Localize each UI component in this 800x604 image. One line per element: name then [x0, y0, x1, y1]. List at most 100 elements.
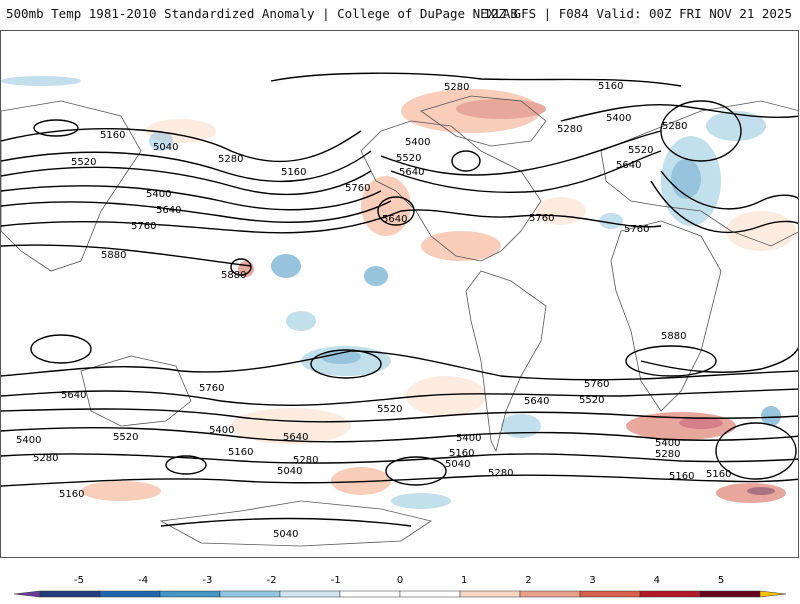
contour-label: 5160	[100, 130, 125, 141]
map-header: 500mb Temp 1981-2010 Standardized Anomal…	[0, 0, 800, 30]
colorbar-max-triangle	[759, 590, 787, 598]
contour-label: 5160	[598, 81, 623, 92]
contour-closed-spac-low	[165, 455, 207, 475]
contour-closed-hudson	[451, 150, 481, 172]
contour-label: 5520	[628, 145, 653, 156]
contour-closed-sw	[377, 196, 415, 226]
contour-label: 5280	[444, 82, 469, 93]
contour-label: 5640	[399, 167, 424, 178]
world-map: 5280 5160 5160 5040 5520 5280 5400 5160 …	[0, 30, 799, 558]
colorbar-tick-label: 3	[589, 575, 595, 586]
contour-label: 5400	[16, 435, 41, 446]
contour-5400-south	[1, 427, 798, 443]
contour-5880-africa	[640, 346, 798, 373]
eurasia-right	[600, 100, 798, 247]
contour-5400-north	[1, 166, 372, 196]
contour-5520-south	[1, 408, 798, 423]
cool-anomaly-shading	[1, 76, 781, 509]
contour-label: 5280	[662, 121, 687, 132]
colorbar-segment	[279, 590, 341, 598]
contour-label: 5400	[209, 425, 234, 436]
colorbar-tick-label: -3	[202, 575, 212, 586]
colorbar-tick-label: 2	[525, 575, 531, 586]
contour-label: 5880	[101, 250, 126, 261]
contour-5760-south	[1, 350, 798, 381]
contour-closed-spac	[310, 349, 382, 379]
contour-label: 5040	[445, 459, 470, 470]
contour-label: 5160	[281, 167, 306, 178]
contour-label: 5400	[405, 137, 430, 148]
south-america	[465, 270, 547, 453]
contour-label: 5160	[228, 447, 253, 458]
colorbar-tick-label: -1	[331, 575, 341, 586]
model-run-info: 12Z GFS | F084 Valid: 00Z FRI NOV 21 202…	[483, 6, 792, 21]
contour-label: 5760	[584, 379, 609, 390]
greenland	[420, 95, 547, 147]
contour-5160-south	[1, 474, 798, 487]
colorbar-svg: -5 -4 -3 -2 -1 0 1 2 3 4 5	[13, 575, 787, 598]
colorbar-segment	[639, 590, 701, 598]
contour-label: 5160	[669, 471, 694, 482]
contour-label: 5640	[524, 396, 549, 407]
contour-label: 5160	[706, 469, 731, 480]
colorbar-min-triangle	[13, 590, 41, 598]
colorbar-segment	[519, 590, 581, 598]
colorbar-segment	[39, 590, 101, 598]
colorbar-segment	[339, 590, 401, 598]
contour-label: 5520	[113, 432, 138, 443]
contour-5040-ant	[160, 517, 412, 527]
map-title: 500mb Temp 1981-2010 Standardized Anomal…	[6, 6, 518, 21]
contour-5640-north	[1, 200, 392, 223]
eurasia-left	[1, 100, 142, 272]
africa	[610, 220, 722, 412]
colorbar-tick-label: -5	[74, 575, 84, 586]
contour-5280-top	[270, 72, 682, 87]
contour-label: 5760	[199, 383, 224, 394]
contour-label: 5040	[153, 142, 178, 153]
contour-label: 5640	[156, 205, 181, 216]
contour-closed-africa-high	[625, 345, 717, 377]
colorbar-tick-label: 4	[654, 575, 660, 586]
contour-label: 5400	[655, 438, 680, 449]
contour-label: 5280	[488, 468, 513, 479]
colorbar-tick-label: 5	[718, 575, 724, 586]
contour-label: 5040	[273, 529, 298, 540]
colorbar-segment	[219, 590, 281, 598]
contour-label: 5760	[529, 213, 554, 224]
contour-label: 5520	[579, 395, 604, 406]
contour-label: 5280	[218, 154, 243, 165]
colorbar-tick-label: -2	[267, 575, 277, 586]
contour-closed-indian	[30, 334, 92, 364]
north-america	[360, 120, 542, 262]
colorbar-segment	[459, 590, 521, 598]
contour-closed-cpac	[230, 258, 252, 276]
contour-label: 5760	[624, 224, 649, 235]
contour-label: 5640	[616, 160, 641, 171]
colorbar-tick-label: -4	[138, 575, 148, 586]
contour-closed-nw	[33, 119, 79, 137]
colorbar-segment	[399, 590, 461, 598]
contour-label: 5280	[33, 453, 58, 464]
map-canvas: 5280 5160 5160 5040 5520 5280 5400 5160 …	[1, 72, 798, 547]
contour-5880-north	[1, 244, 252, 267]
contour-5280-north	[1, 150, 372, 183]
contour-label: 5400	[606, 113, 631, 124]
contour-label: 5280	[655, 449, 680, 460]
colorbar-tick-label: 1	[461, 575, 467, 586]
contour-label: 5520	[377, 404, 402, 415]
height-contours	[1, 72, 798, 527]
contour-label: 5160	[59, 489, 84, 500]
contour-label: 5520	[71, 157, 96, 168]
warm-anomaly-shading	[81, 89, 796, 503]
contour-5520-north	[1, 185, 382, 211]
contour-5520-atl	[380, 130, 662, 176]
contour-label: 5400	[456, 433, 481, 444]
contour-label: 5640	[283, 432, 308, 443]
contour-5640-europe	[650, 180, 798, 234]
contour-labels: 5280 5160 5160 5040 5520 5280 5400 5160 …	[16, 81, 731, 540]
contour-closed-satl-low	[385, 456, 447, 486]
colorbar: -5 -4 -3 -2 -1 0 1 2 3 4 5	[0, 565, 800, 600]
contour-5760-north	[1, 209, 662, 234]
contour-label: 5760	[345, 183, 370, 194]
colorbar-segment	[699, 590, 761, 598]
